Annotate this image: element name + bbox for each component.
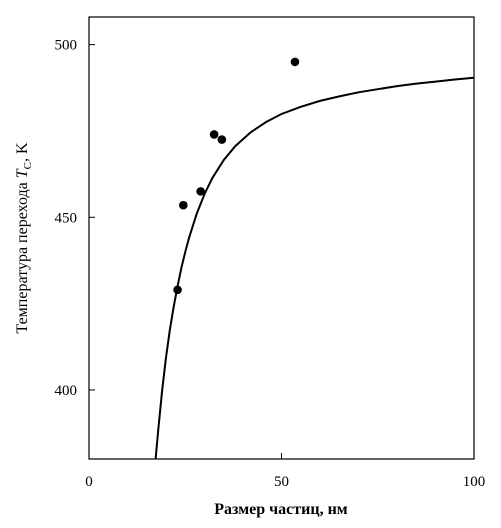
data-point <box>209 130 219 139</box>
x-tick-label: 0 <box>85 474 93 490</box>
x-axis-title: Размер частиц, нм <box>214 501 348 518</box>
y-axis-ticks: 400 450 500 <box>55 38 95 399</box>
y-axis-title-symbol: T <box>14 168 31 178</box>
series-layer <box>154 57 475 460</box>
y-axis-title-subscript: C <box>22 162 34 169</box>
y-tick-label: 500 <box>55 38 78 54</box>
data-point <box>179 200 188 210</box>
data-point <box>173 285 182 295</box>
y-tick-label: 400 <box>55 383 78 399</box>
y-tick-label: 450 <box>55 210 78 226</box>
x-tick-label: 50 <box>274 474 289 490</box>
y-axis-title-suffix: , K <box>14 142 31 162</box>
x-axis-ticks: 0 50 100 <box>85 453 485 490</box>
data-point <box>290 57 300 67</box>
data-point <box>196 187 205 196</box>
fit-curve <box>154 76 475 460</box>
y-axis-title: Температура перехода TC, K <box>14 142 34 334</box>
x-tick-label: 100 <box>463 474 486 490</box>
y-axis-title-main: Температура перехода <box>14 178 31 333</box>
data-point <box>217 135 227 144</box>
